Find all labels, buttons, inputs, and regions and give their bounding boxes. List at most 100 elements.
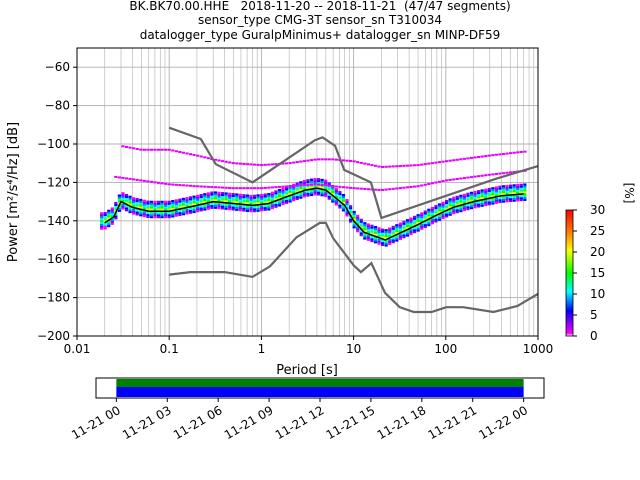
psd-density-cell — [345, 200, 349, 204]
colorbar-tick-label: 0 — [590, 329, 598, 343]
psd-density-cell — [316, 193, 321, 196]
psd-density-cell — [181, 211, 186, 214]
psd-outlier-cell — [231, 187, 235, 190]
psd-density-cell — [146, 200, 150, 203]
psd-density-cell — [341, 195, 346, 199]
psd-outlier-cell — [459, 158, 463, 161]
psd-outlier-cell — [430, 162, 434, 165]
psd-density-cell — [398, 235, 402, 239]
psd-density-cell — [252, 210, 257, 213]
psd-outlier-cell — [313, 158, 317, 161]
psd-density-cell — [509, 184, 513, 187]
timeline-coverage-data-bar — [116, 387, 524, 397]
psd-density-cell — [380, 230, 385, 233]
psd-density-cell — [484, 190, 488, 193]
psd-density-cell — [477, 195, 481, 198]
psd-density-cell — [509, 198, 513, 201]
psd-density-cell — [100, 227, 104, 230]
y-tick-label: −100 — [37, 137, 70, 151]
psd-density-cell — [356, 214, 360, 217]
psd-density-cell — [398, 234, 402, 237]
psd-density-cell — [388, 240, 392, 243]
psd-density-cell — [114, 207, 118, 210]
psd-outlier-cell — [441, 180, 445, 183]
psd-density-cell — [380, 232, 385, 235]
psd-outlier-cell — [235, 187, 239, 190]
psd-density-cell — [380, 234, 385, 237]
psd-outlier-cell — [235, 162, 239, 165]
psd-density-cell — [402, 228, 406, 231]
psd-density-cell — [462, 205, 466, 208]
psd-density-cell — [306, 194, 310, 197]
psd-density-cell — [149, 212, 154, 215]
psd-density-cell — [206, 207, 210, 210]
psd-density-cell — [420, 216, 424, 219]
psd-density-cell — [363, 237, 367, 240]
psd-density-cell — [487, 191, 491, 194]
psd-density-cell — [153, 208, 157, 211]
psd-density-cell — [284, 190, 289, 193]
psd-density-cell — [416, 216, 420, 219]
psd-density-cell — [313, 189, 317, 192]
psd-outlier-cell — [309, 183, 314, 186]
psd-density-cell — [139, 210, 143, 213]
psd-density-cell — [448, 209, 452, 212]
psd-density-cell — [373, 227, 378, 230]
psd-density-cell — [196, 206, 200, 209]
psd-density-cell — [380, 242, 385, 245]
psd-density-cell — [124, 209, 129, 212]
psd-density-cell — [395, 226, 399, 229]
psd-density-cell — [512, 199, 516, 202]
psd-density-cell — [437, 205, 442, 208]
psd-density-cell — [402, 232, 406, 235]
psd-density-cell — [363, 222, 367, 225]
psd-outlier-cell — [164, 182, 168, 185]
psd-density-cell — [220, 199, 225, 202]
psd-outlier-cell — [164, 148, 168, 151]
psd-density-cell — [267, 206, 271, 209]
psd-density-cell — [103, 219, 107, 222]
psd-density-cell — [270, 195, 274, 198]
psd-density-cell — [363, 233, 367, 236]
psd-density-cell — [210, 197, 214, 200]
psd-outlier-cell — [142, 179, 146, 182]
psd-density-cell — [284, 192, 289, 195]
psd-density-cell — [274, 194, 278, 197]
psd-density-cell — [452, 204, 456, 207]
psd-outlier-cell — [139, 148, 143, 151]
psd-outlier-cell — [455, 158, 459, 161]
psd-density-cell — [295, 197, 299, 200]
psd-density-cell — [512, 191, 516, 195]
psd-density-cell — [334, 193, 338, 196]
psd-density-cell — [203, 200, 207, 203]
psd-density-cell — [398, 222, 402, 225]
psd-outlier-cell — [270, 163, 274, 166]
psd-density-cell — [324, 194, 328, 198]
psd-outlier-cell — [462, 177, 466, 180]
psd-density-cell — [231, 206, 235, 209]
psd-density-cell — [100, 216, 104, 219]
psd-outlier-cell — [455, 177, 459, 180]
y-axis-ticks: −200 −180 −160 −140 −120 −100 −80 −60 — [37, 60, 77, 343]
psd-density-cell — [420, 225, 424, 228]
psd-density-cell — [491, 202, 495, 205]
psd-density-cell — [103, 211, 107, 215]
psd-outlier-cell — [523, 150, 527, 153]
psd-density-cell — [302, 191, 306, 194]
psd-density-cell — [309, 193, 314, 197]
psd-density-cell — [331, 188, 335, 192]
psd-density-cell — [341, 205, 346, 208]
psd-density-cell — [224, 192, 228, 195]
psd-density-cell — [217, 197, 221, 200]
psd-outlier-cell — [373, 164, 378, 167]
psd-density-cell — [331, 198, 335, 201]
psd-density-cell — [192, 203, 196, 206]
psd-density-cell — [288, 190, 292, 193]
psd-density-cell — [199, 209, 203, 212]
psd-density-cell — [373, 239, 378, 242]
psd-density-cell — [231, 193, 235, 196]
psd-outlier-cell — [359, 161, 363, 164]
psd-density-cell — [473, 194, 477, 197]
psd-density-cell — [388, 242, 392, 245]
psd-density-cell — [519, 195, 523, 198]
